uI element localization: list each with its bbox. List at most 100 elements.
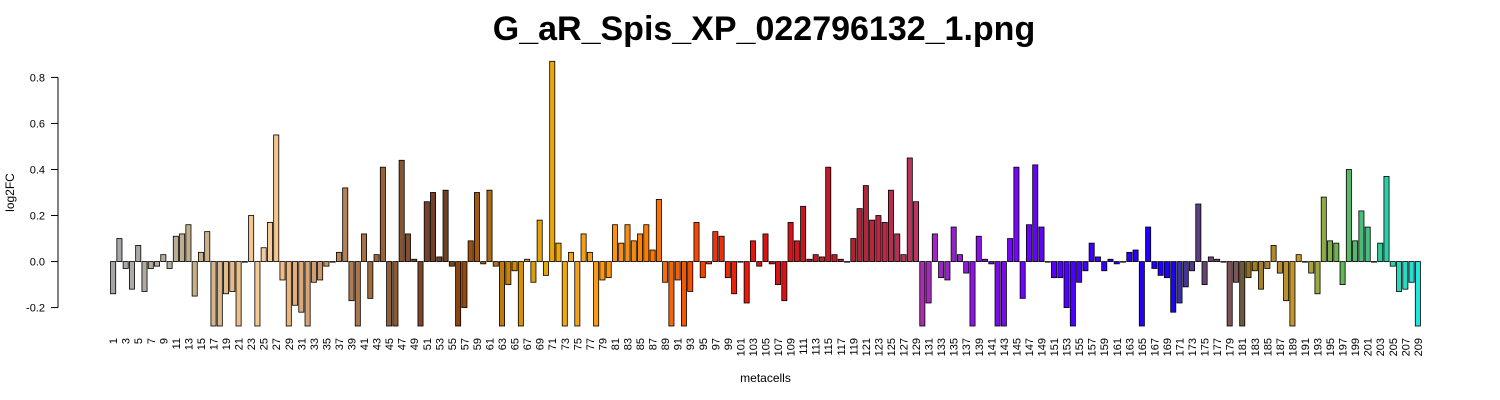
x-tick-label: 65 — [510, 338, 522, 350]
bar — [329, 261, 336, 263]
bar — [637, 233, 644, 262]
bar — [279, 261, 286, 281]
bar — [568, 251, 575, 262]
bar — [687, 261, 694, 292]
bar — [1358, 210, 1365, 262]
x-tick-label: 131 — [924, 338, 936, 356]
bar — [342, 187, 349, 262]
bar — [417, 261, 424, 327]
bar — [442, 189, 449, 262]
x-tick-label: 193 — [1313, 338, 1325, 356]
bar — [404, 233, 411, 262]
bar — [1258, 261, 1265, 290]
bar — [542, 261, 549, 276]
x-tick-label: 105 — [761, 338, 773, 356]
bar — [128, 261, 135, 290]
bar — [643, 224, 650, 262]
x-tick-label: 39 — [347, 338, 359, 350]
bar — [292, 261, 299, 306]
x-tick-label: 47 — [397, 338, 409, 350]
bar — [555, 242, 562, 262]
x-tick-label: 139 — [974, 338, 986, 356]
x-tick-label: 33 — [309, 338, 321, 350]
bar — [210, 261, 217, 327]
x-tick-label: 7 — [146, 338, 158, 344]
x-tick-label: 31 — [296, 338, 308, 350]
bar — [154, 261, 161, 267]
bar — [649, 249, 656, 262]
bar — [185, 224, 192, 262]
x-tick-label: 101 — [735, 338, 747, 356]
bar — [580, 233, 587, 262]
bar — [956, 254, 963, 262]
bar — [680, 261, 687, 327]
x-tick-label: 127 — [899, 338, 911, 356]
x-tick-label: 147 — [1024, 338, 1036, 356]
bar — [480, 261, 487, 265]
bar — [1207, 256, 1214, 262]
bar — [800, 205, 807, 262]
bar — [950, 226, 957, 262]
bar — [1396, 261, 1403, 292]
bar — [229, 261, 236, 292]
x-tick-label: 19 — [221, 338, 233, 350]
x-tick-label: 123 — [873, 338, 885, 356]
bar — [812, 254, 819, 262]
bar — [1176, 261, 1183, 304]
x-tick-label: 35 — [321, 338, 333, 350]
bar — [781, 261, 788, 302]
bar — [1308, 261, 1315, 274]
bar — [1214, 258, 1221, 262]
y-tick-label: 0.0 — [30, 257, 45, 269]
x-tick-label: 137 — [961, 338, 973, 356]
bar — [423, 201, 430, 262]
bar — [837, 258, 844, 262]
bar — [624, 224, 631, 262]
x-tick-label: 13 — [183, 338, 195, 350]
x-tick-label: 63 — [497, 338, 509, 350]
bar — [1007, 238, 1014, 262]
bars — [110, 60, 1421, 327]
x-tick-label: 119 — [848, 338, 860, 356]
bar — [273, 134, 280, 262]
bar — [411, 258, 418, 262]
x-tick-label: 151 — [1049, 338, 1061, 356]
x-tick-label: 85 — [635, 338, 647, 350]
x-tick-label: 53 — [434, 338, 446, 350]
bar — [110, 261, 117, 295]
x-tick-label: 153 — [1062, 338, 1074, 356]
bar — [881, 222, 888, 262]
bar — [1069, 261, 1076, 327]
bar — [1151, 261, 1158, 269]
bar — [241, 261, 248, 263]
bar — [135, 245, 142, 262]
bar — [179, 233, 186, 262]
x-tick-label: 177 — [1212, 338, 1224, 356]
x-tick-label: 91 — [673, 338, 685, 350]
bar — [1345, 169, 1352, 262]
bar — [919, 261, 926, 327]
x-tick-label: 133 — [936, 338, 948, 356]
x-tick-label: 167 — [1149, 338, 1161, 356]
bar — [693, 222, 700, 262]
bar — [530, 261, 537, 283]
x-tick-label: 103 — [748, 338, 760, 356]
bar — [925, 261, 932, 304]
bar — [787, 222, 794, 262]
y-ticks: -0.2 0.0 0.2 0.4 0.6 0.8 — [26, 72, 58, 315]
bar — [1088, 242, 1095, 262]
bar — [1076, 261, 1083, 283]
y-tick-label: 0.8 — [30, 72, 45, 84]
x-tick-label: 161 — [1112, 338, 1124, 356]
bar — [379, 166, 386, 262]
x-tick-label: 145 — [1011, 338, 1023, 356]
x-tick-label: 93 — [685, 338, 697, 350]
bar — [1377, 242, 1384, 262]
bar — [1276, 261, 1283, 274]
bar — [818, 256, 825, 262]
bar — [197, 251, 204, 262]
bar — [630, 240, 637, 262]
x-tick-label: 81 — [610, 338, 622, 350]
bar — [1232, 261, 1239, 283]
bar — [1025, 224, 1032, 262]
